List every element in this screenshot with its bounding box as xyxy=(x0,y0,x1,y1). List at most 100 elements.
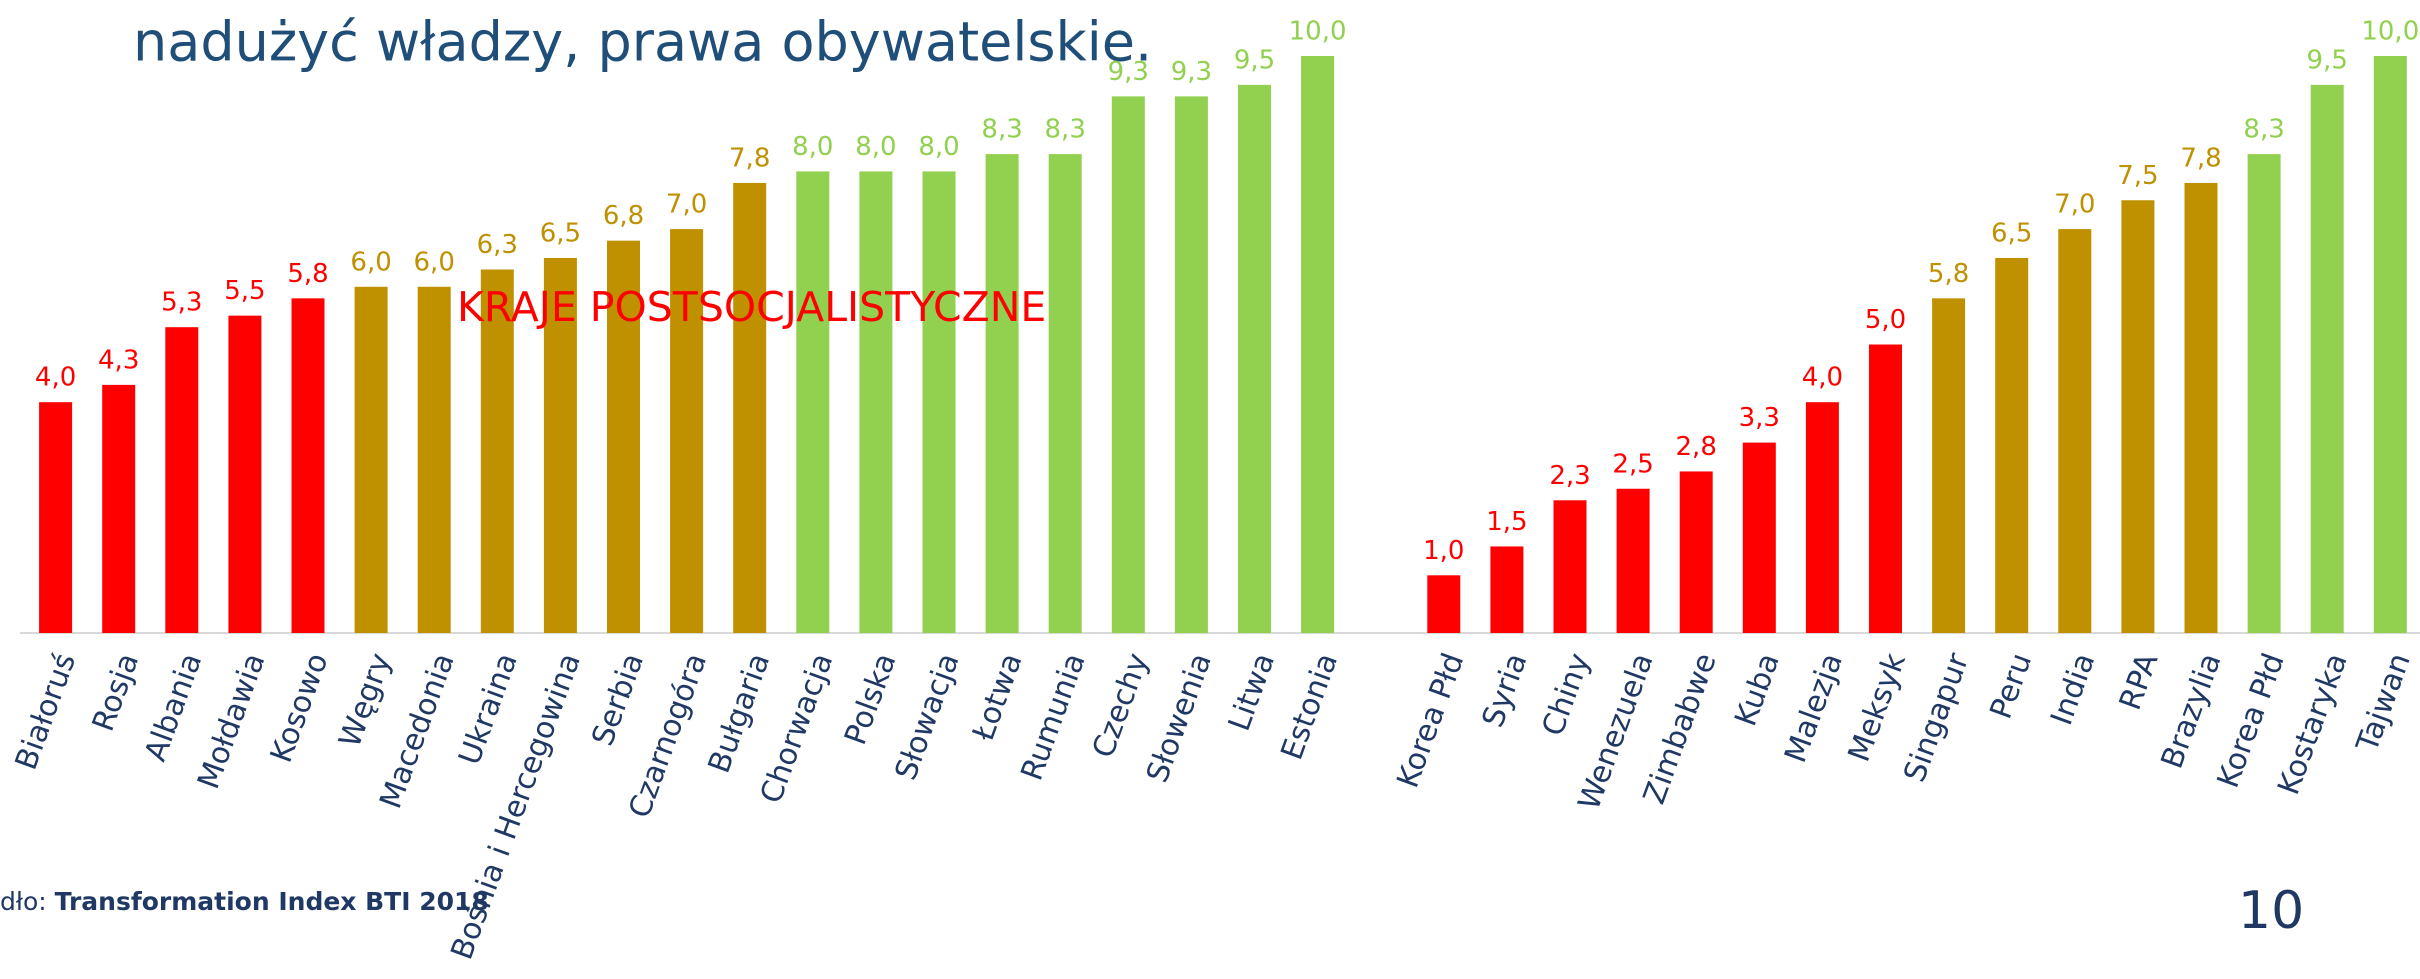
value-label: 8,0 xyxy=(918,132,959,162)
bar xyxy=(1427,575,1461,633)
x-tick-label: Chiny xyxy=(1536,649,1598,741)
bar xyxy=(1048,154,1082,633)
value-label: 10,0 xyxy=(2361,17,2419,47)
x-tick-label: Czechy xyxy=(1086,649,1156,763)
value-label: 9,3 xyxy=(1171,57,1212,87)
value-label: 7,0 xyxy=(2054,190,2095,220)
bar xyxy=(1932,298,1966,633)
value-label: 7,5 xyxy=(2117,161,2158,191)
value-label: 8,3 xyxy=(1045,115,1086,145)
source-text: Transformation Index BTI 2018 xyxy=(55,887,489,916)
x-tick-label: Bułgaria xyxy=(702,649,778,778)
value-label: 8,0 xyxy=(792,132,833,162)
value-label: 4,0 xyxy=(35,363,76,393)
x-tick-label: Korea Płd xyxy=(1390,649,1471,793)
bar xyxy=(2184,182,2218,633)
bar xyxy=(2121,200,2155,633)
x-tick-label: Malezja xyxy=(1778,649,1850,768)
annotation: KRAJE POSTSOCJALISTYCZNE xyxy=(457,283,1046,331)
bar xyxy=(1111,96,1145,633)
value-label: 9,3 xyxy=(1108,57,1149,87)
x-tick-label: Rosja xyxy=(86,649,146,736)
x-tick-label: Węgry xyxy=(332,649,398,752)
bar xyxy=(1490,546,1524,633)
bar xyxy=(1553,500,1587,633)
x-tick-label: Brazylia xyxy=(2155,649,2229,774)
x-tick-label: Polska xyxy=(838,649,903,750)
value-label: 9,5 xyxy=(2307,45,2348,75)
bar xyxy=(985,154,1019,633)
value-label: 2,5 xyxy=(1612,449,1653,479)
x-tick-label: Tajwan xyxy=(2350,649,2418,758)
value-label: 8,0 xyxy=(855,132,896,162)
bar xyxy=(1805,402,1839,633)
value-label: 2,3 xyxy=(1549,461,1590,491)
x-tick-label: Albania xyxy=(138,649,209,766)
bar xyxy=(1301,56,1335,633)
x-tick-label: Syria xyxy=(1476,649,1535,732)
x-tick-label: Bośnia i Hercegowina xyxy=(445,649,588,965)
bar xyxy=(1869,344,1902,633)
bar xyxy=(796,171,830,633)
bar xyxy=(39,402,73,633)
value-label: 7,8 xyxy=(2180,143,2221,173)
bar xyxy=(354,286,388,633)
bar xyxy=(2310,84,2344,634)
value-label: 2,8 xyxy=(1676,432,1717,462)
chart-title: nadużyć władzy, prawa obywatelskie. xyxy=(133,11,1152,74)
x-tick-label: RPA xyxy=(2113,648,2166,714)
value-label: 6,3 xyxy=(477,230,518,260)
value-label: 4,0 xyxy=(1802,363,1843,393)
bar xyxy=(922,171,956,633)
bar xyxy=(670,229,704,633)
x-tick-label: Estonia xyxy=(1274,649,1345,765)
value-label: 5,0 xyxy=(1865,305,1906,335)
x-tick-label: Ukraina xyxy=(452,649,524,770)
value-label: 6,5 xyxy=(1991,218,2032,248)
bar xyxy=(417,286,451,633)
value-label: 9,5 xyxy=(1234,45,1275,75)
bar xyxy=(2373,56,2407,633)
x-tick-label: Białoruś xyxy=(9,649,83,775)
bar xyxy=(291,298,325,633)
value-label: 1,5 xyxy=(1486,507,1527,537)
bar xyxy=(859,171,893,633)
value-label: 10,0 xyxy=(1289,17,1347,47)
bar xyxy=(1995,257,2029,633)
bar xyxy=(102,384,136,633)
bar xyxy=(480,269,514,633)
value-label: 6,8 xyxy=(603,201,644,231)
x-tick-label: Peru xyxy=(1983,649,2039,724)
bar xyxy=(228,315,262,633)
bar xyxy=(1174,96,1208,633)
value-label: 8,3 xyxy=(2243,115,2284,145)
x-tick-label: Litwa xyxy=(1222,649,1282,736)
value-label: 6,0 xyxy=(350,247,391,277)
bar xyxy=(1679,471,1713,633)
x-tick-label: India xyxy=(2044,649,2102,730)
bar xyxy=(607,240,640,633)
value-label: 7,8 xyxy=(729,143,770,173)
x-tick-label: Meksyk xyxy=(1842,648,1914,766)
value-label: 5,8 xyxy=(1928,259,1969,289)
value-label: 4,3 xyxy=(98,345,139,375)
value-label: 3,3 xyxy=(1739,403,1780,433)
x-tick-label: Kosowo xyxy=(264,649,336,768)
value-label: 5,8 xyxy=(287,259,328,289)
value-label: 8,3 xyxy=(981,115,1022,145)
value-label: 1,0 xyxy=(1423,536,1464,566)
bar xyxy=(165,327,199,633)
value-label: 6,5 xyxy=(540,218,581,248)
value-label: 5,5 xyxy=(224,276,265,306)
source: dło: Transformation Index BTI 2018 xyxy=(0,887,489,916)
page-number: 10 xyxy=(2238,881,2304,941)
value-label: 6,0 xyxy=(414,247,455,277)
value-label: 5,3 xyxy=(161,288,202,318)
bar xyxy=(543,257,577,633)
bar xyxy=(2247,154,2281,633)
value-label: 7,0 xyxy=(666,190,707,220)
x-tick-label: Kuba xyxy=(1728,649,1786,731)
x-tick-label: Serbia xyxy=(585,649,651,751)
bar xyxy=(1742,442,1776,633)
